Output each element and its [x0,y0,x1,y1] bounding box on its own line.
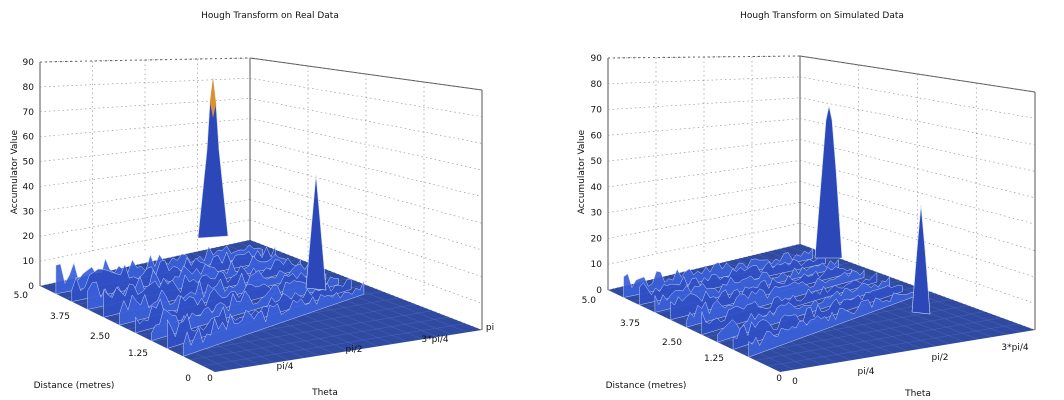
left-surface [55,244,365,357]
right-ztick-50: 50 [591,157,603,167]
left-zgrid-right-20 [249,199,483,277]
left-surface-strip-3 [103,257,301,318]
left-zgrid-right-10 [249,219,483,304]
left-ztick-50: 50 [23,158,35,168]
right-ztick-60: 60 [591,131,603,141]
right-mesh-b-17 [789,246,1021,333]
right-zgrid-left-10 [607,222,801,265]
left-ylabel: Distance (metres) [34,381,115,391]
right-ylabel: Distance (metres) [606,381,687,391]
right-ytick-3: 2.50 [662,338,682,348]
right-ytick-1: 0 [776,374,782,384]
right-zgrid-left-70 [607,97,801,110]
left-ztick-90: 90 [23,58,35,68]
right-peak-1 [814,105,843,259]
right-zgrid-left-40 [607,160,801,188]
right-zgrid-left-80 [607,76,801,85]
right-zlabel: Accumulator Value [577,129,587,214]
right-ztick-10: 10 [591,260,603,270]
left-xtick-3: pi/2 [346,345,363,355]
right-ztick-30: 30 [591,209,603,219]
right-zgrid-right-30 [799,181,1036,251]
left-ztick-0: 0 [28,282,34,292]
left-ztick-80: 80 [23,83,35,93]
right-surface-strip-8 [748,292,916,358]
right-ytick-2: 1.25 [704,354,724,364]
left-ytick-1: 0 [185,374,191,384]
left-zlabel: Accumulator Value [10,129,20,214]
left-ytick-3: 2.50 [90,332,110,342]
right-xtick-2: pi/4 [858,367,875,377]
right-ytick-5: 5.0 [582,296,597,306]
left-ztick-30: 30 [23,207,35,217]
right-xtick-3: pi/2 [932,353,949,363]
left-zgrid-right-70 [249,98,483,144]
left-xtick-1: 0 [207,374,213,384]
left-ztick-70: 70 [23,108,35,118]
right-title: Hough Transform on Simulated Data [740,11,904,21]
right-zgrid-left-30 [607,181,801,213]
right-panel: Hough Transform on Simulated Data 0 10 20 3… [577,11,1036,399]
right-zgrid-right-80 [799,76,1036,119]
right-zgrid-left-60 [607,118,801,136]
right-ztick-80: 80 [591,80,603,90]
left-ytick-4: 3.75 [50,312,70,322]
left-xtick-2: pi/4 [277,362,294,372]
left-title: Hough Transform on Real Data [201,11,339,21]
left-zgrid-right-60 [249,118,483,171]
right-surface [623,247,916,358]
left-ztick-60: 60 [23,133,35,143]
right-zgrid-right-90 [799,55,1036,93]
right-ztick-70: 70 [591,106,603,116]
right-surface-strip-2 [654,258,839,313]
right-ztick-20: 20 [591,234,603,244]
right-zgrid-left-90 [607,55,801,59]
left-ztick-10: 10 [23,257,35,267]
left-surface-strip-8 [182,280,365,357]
left-xlabel: Theta [311,388,338,398]
right-ztick-0: 0 [596,286,602,296]
right-ytick-4: 3.75 [620,319,640,329]
left-ytick-2: 1.25 [128,349,148,359]
right-xlabel: Theta [904,389,931,399]
left-xtick-5: pi [486,323,494,333]
left-panel: Hough Transform on Real Data 0 10 20 30 40 50… [10,11,494,398]
right-xtick-1: 0 [792,377,798,387]
right-zgrid-left-50 [607,139,801,162]
left-peak-1-highlight [210,78,216,118]
left-ztick-40: 40 [23,182,35,192]
right-z-ticks: 0 10 20 30 40 50 60 70 80 90 [591,54,603,296]
left-peak-2 [305,174,327,291]
left-z-ticks: 0 10 20 30 40 50 60 70 80 90 [23,58,35,292]
left-xtick-4: 3*pi/4 [421,335,448,345]
left-zgrid-right-50 [249,138,483,197]
right-peak-2 [911,204,931,315]
right-xtick-4: 3*pi/4 [1001,343,1028,353]
right-ztick-40: 40 [591,183,603,193]
left-ztick-20: 20 [23,232,35,242]
left-ytick-5: 5.0 [14,291,29,301]
right-zgrid-left-20 [607,201,801,239]
right-ztick-90: 90 [591,54,603,64]
